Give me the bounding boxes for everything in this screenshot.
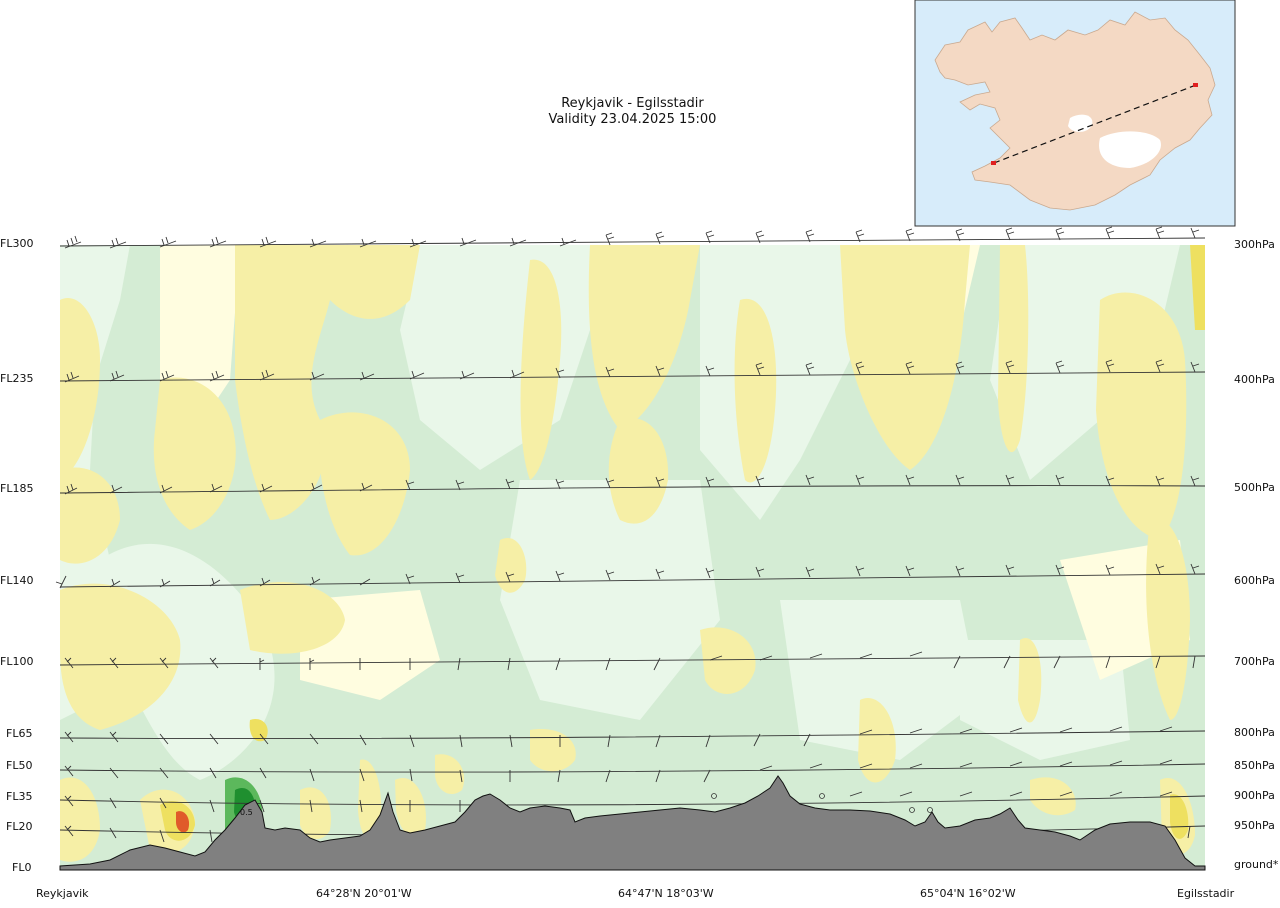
left-axis-label: FL300 <box>0 237 34 250</box>
x-axis-label: 64°47'N 18°03'W <box>618 887 714 900</box>
right-axis-label: 500hPa <box>1234 481 1275 494</box>
wind-barbs <box>55 226 1200 843</box>
left-axis-label: FL235 <box>0 372 34 385</box>
left-axis-label: FL20 <box>6 820 33 833</box>
route-title: Reykjavik - Egilsstadir <box>561 96 704 111</box>
route-line <box>993 84 1197 164</box>
left-axis-label: FL100 <box>0 655 34 668</box>
left-axis-label: FL35 <box>6 790 33 803</box>
right-axis-label: 850hPa <box>1234 759 1275 772</box>
route-start-marker <box>991 161 996 165</box>
left-axis-label: FL140 <box>0 574 34 587</box>
terrain-profile <box>59 775 1206 871</box>
left-axis-label: FL185 <box>0 482 34 495</box>
x-axis-label: Reykjavik <box>36 887 89 900</box>
right-axis-label: 950hPa <box>1234 819 1275 832</box>
right-axis-label: 400hPa <box>1234 373 1275 386</box>
x-axis-label: Egilsstadir <box>1177 887 1235 900</box>
right-axis-label: 300hPa <box>1234 238 1275 251</box>
right-axis-label: ground* <box>1234 858 1279 871</box>
x-axis-label: 64°28'N 20°01'W <box>316 887 412 900</box>
left-axis-label: FL50 <box>6 759 33 772</box>
right-axis-label: 700hPa <box>1234 655 1275 668</box>
right-axis-label: 800hPa <box>1234 726 1275 739</box>
route-end-marker <box>1193 83 1198 87</box>
vertical-motion-field <box>60 245 1205 862</box>
validity-text: Validity 23.04.2025 15:00 <box>548 112 717 127</box>
inset-map <box>914 0 1236 227</box>
sounding-markers <box>711 793 933 813</box>
right-axis-label: 600hPa <box>1234 574 1275 587</box>
x-axis-label: 65°04'N 16°02'W <box>920 887 1016 900</box>
left-axis-label: FL0 <box>12 861 32 874</box>
contour-label: 0.5 <box>240 808 253 817</box>
chart-title: Reykjavik - Egilsstadir Validity 23.04.2… <box>480 96 785 128</box>
right-axis-label: 900hPa <box>1234 789 1275 802</box>
left-axis-label: FL65 <box>6 727 33 740</box>
